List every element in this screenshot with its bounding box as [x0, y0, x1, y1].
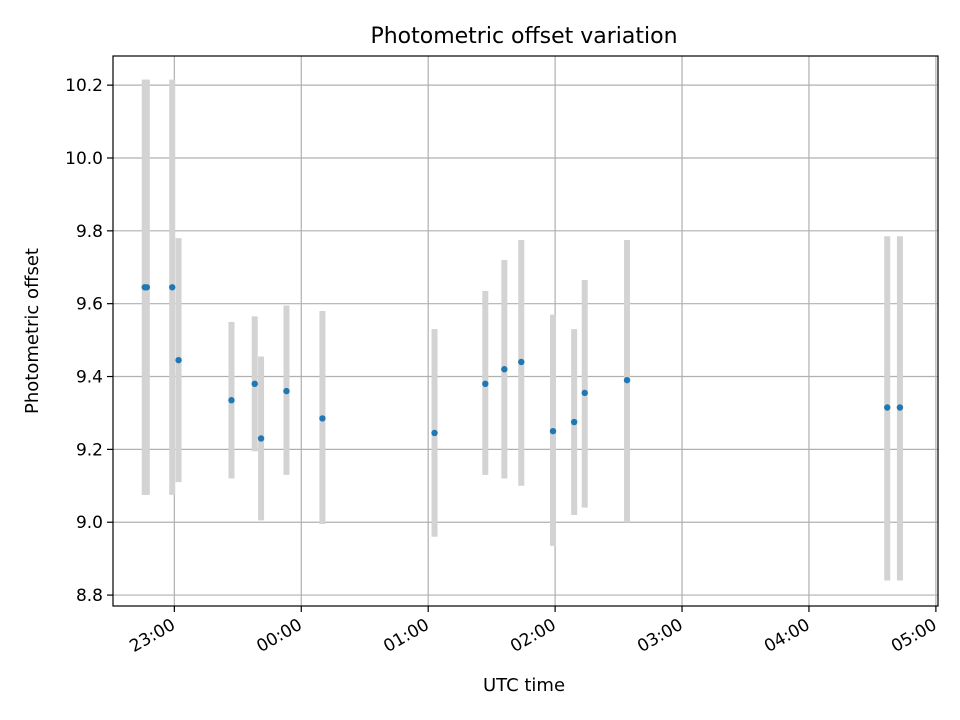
x-tick-label: 01:00	[380, 615, 432, 657]
data-point	[623, 376, 631, 384]
x-tick-label: 02:00	[507, 615, 559, 657]
y-tick-label: 8.8	[76, 586, 103, 606]
chart-title: Photometric offset variation	[370, 24, 677, 49]
y-tick-label: 10.2	[65, 76, 103, 96]
y-tick-label: 10.0	[65, 149, 103, 169]
y-axis-label: Photometric offset	[22, 248, 43, 414]
data-point	[228, 397, 235, 404]
data-point	[501, 366, 508, 373]
data-point	[570, 418, 578, 426]
data-point	[251, 380, 258, 388]
data-point	[319, 415, 326, 422]
data-point	[431, 429, 438, 437]
x-tick-label: 23:00	[126, 615, 178, 657]
data-point	[482, 380, 489, 388]
data-point	[896, 404, 904, 411]
data-point	[581, 389, 588, 397]
data-point	[549, 427, 557, 435]
data-point	[143, 284, 151, 291]
x-tick-label: 00:00	[253, 615, 305, 657]
x-axis-label: UTC time	[483, 675, 565, 696]
data-point	[884, 404, 891, 411]
x-tick-label: 04:00	[761, 615, 813, 657]
x-tick-label: 03:00	[634, 615, 686, 657]
y-tick-label: 9.8	[76, 222, 103, 242]
data-point	[518, 358, 525, 366]
plot-frame	[112, 55, 939, 607]
y-tick-label: 9.4	[76, 368, 103, 388]
data-points	[141, 284, 904, 442]
data-point	[169, 284, 176, 291]
error-bars	[141, 79, 903, 581]
grid-lines	[113, 56, 938, 606]
data-point	[175, 356, 182, 364]
data-point	[257, 435, 265, 442]
y-tick-label: 9.2	[76, 440, 103, 460]
data-point	[283, 387, 290, 395]
y-tick-label: 9.0	[76, 513, 103, 533]
x-tick-label: 05:00	[888, 615, 940, 657]
y-tick-label: 9.6	[76, 295, 103, 315]
